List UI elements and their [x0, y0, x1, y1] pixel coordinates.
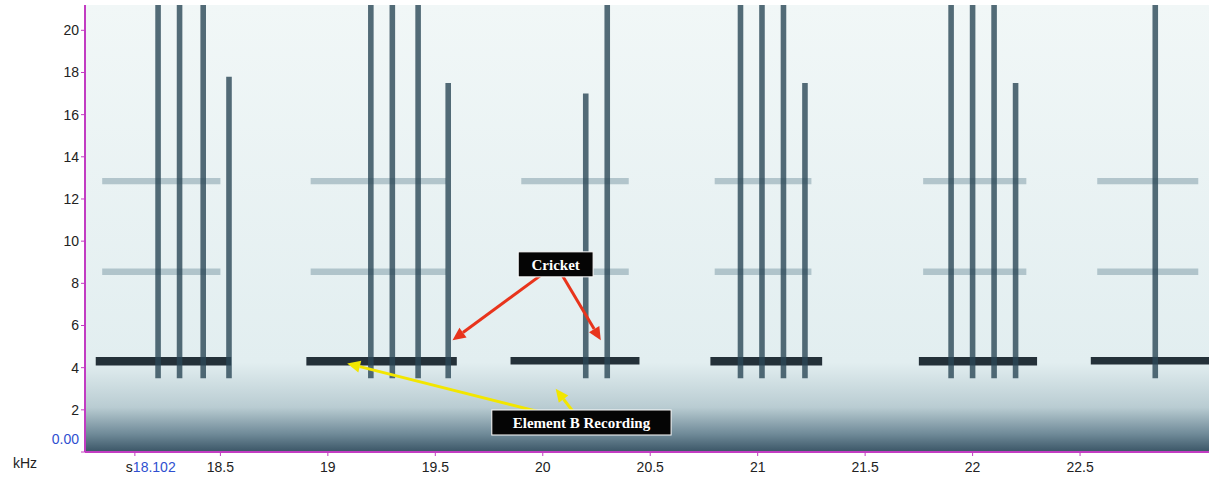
svg-text:s18.102: s18.102: [126, 459, 176, 475]
svg-text:8: 8: [71, 275, 79, 291]
svg-text:Cricket: Cricket: [532, 257, 580, 273]
svg-text:12: 12: [63, 191, 79, 207]
svg-text:21.5: 21.5: [852, 459, 879, 475]
svg-text:19: 19: [320, 459, 336, 475]
svg-text:kHz: kHz: [13, 455, 37, 471]
svg-text:6: 6: [71, 317, 79, 333]
svg-text:20: 20: [63, 22, 79, 38]
svg-text:2: 2: [71, 402, 79, 418]
svg-text:0.00: 0.00: [52, 431, 79, 447]
svg-text:22: 22: [965, 459, 981, 475]
svg-text:20: 20: [535, 459, 551, 475]
svg-text:18.5: 18.5: [207, 459, 234, 475]
svg-text:19.5: 19.5: [422, 459, 449, 475]
svg-text:18: 18: [63, 64, 79, 80]
svg-text:Element B Recording: Element B Recording: [513, 415, 651, 431]
svg-text:10: 10: [63, 233, 79, 249]
svg-text:14: 14: [63, 149, 79, 165]
svg-text:20.5: 20.5: [637, 459, 664, 475]
svg-text:21: 21: [750, 459, 766, 475]
svg-text:22.5: 22.5: [1066, 459, 1093, 475]
svg-text:16: 16: [63, 107, 79, 123]
svg-text:4: 4: [71, 360, 79, 376]
